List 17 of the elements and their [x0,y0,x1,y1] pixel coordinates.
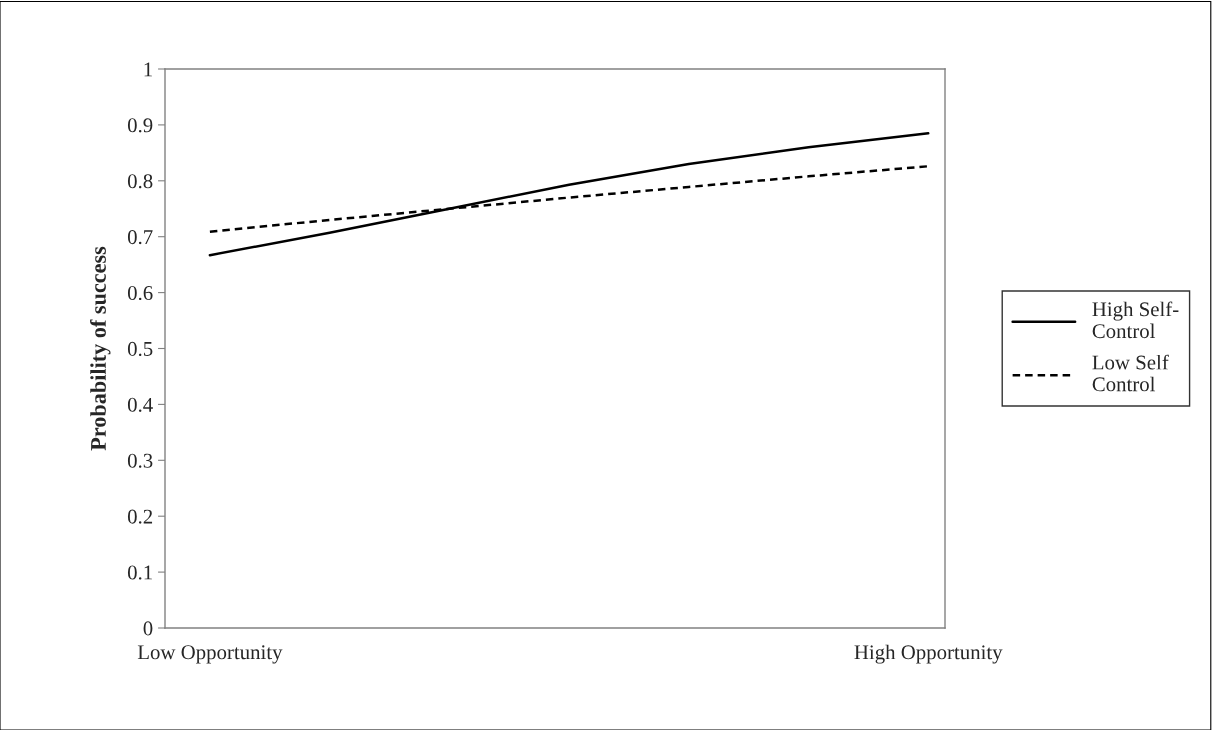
legend-label: High Self-Control [1092,301,1179,339]
legend-label: Low Self Control [1092,354,1169,392]
y-axis-title: Probability of success [90,246,111,451]
y-tick-label: 0.6 [127,285,153,301]
y-tick-label: 0.9 [127,118,153,133]
y-tick-label: 0.5 [127,341,153,357]
x-tick-label: Low Opportunity [137,645,283,664]
y-tick-label: 0.8 [127,174,153,189]
y-tick-label: 0.7 [127,230,153,245]
y-tick-label: 0.1 [127,565,152,580]
y-tick-label: 0 [143,621,153,636]
y-tick-label: 1 [144,62,152,77]
line-series [208,132,930,257]
x-tick-label: High Opportunity [854,644,1003,664]
y-tick-label: 0.3 [127,453,153,468]
y-tick-label: 0.2 [127,509,153,524]
y-tick-label: 0.4 [127,397,153,412]
